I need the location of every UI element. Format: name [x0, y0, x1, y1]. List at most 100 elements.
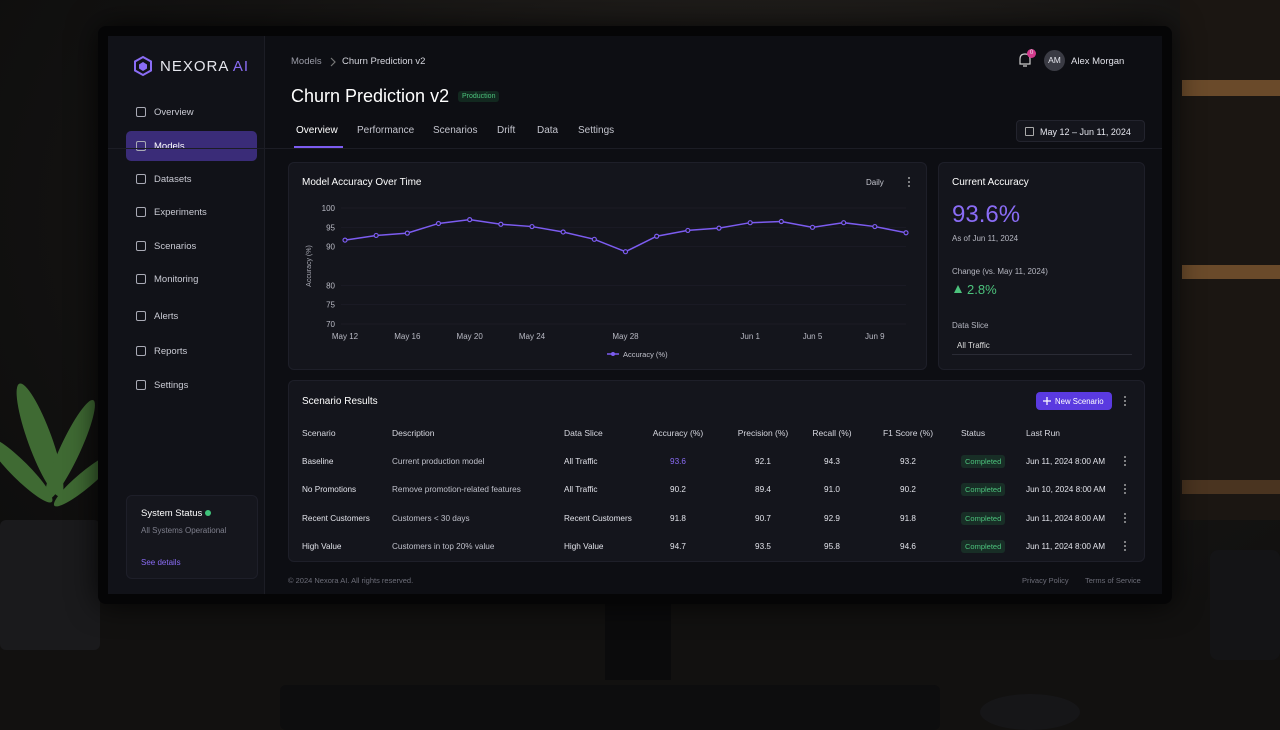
tab[interactable]: Data — [537, 125, 559, 136]
tab[interactable]: Settings — [578, 125, 615, 136]
data-point — [498, 221, 504, 227]
nav-icon — [136, 346, 146, 356]
data-point — [560, 229, 566, 235]
table-cell: 90.7 — [755, 514, 771, 523]
granularity-select[interactable]: Daily — [866, 178, 884, 187]
nav-label: Datasets — [154, 173, 192, 185]
more-menu[interactable] — [1123, 395, 1127, 407]
nav-item[interactable]: Settings — [126, 370, 257, 400]
logo-accent: AI — [232, 58, 250, 75]
menu-dot — [1124, 545, 1126, 547]
tab[interactable]: Performance — [357, 125, 415, 136]
y-tick-label: 80 — [326, 281, 335, 290]
footer-link[interactable]: Terms of Service — [1085, 576, 1141, 585]
as-of: As of Jun 11, 2024 — [952, 234, 1019, 243]
more-menu[interactable] — [1123, 455, 1127, 467]
x-tick-label: May 28 — [612, 332, 639, 341]
y-tick-label: 70 — [326, 320, 335, 329]
table-cell: 92.1 — [755, 457, 771, 466]
nav-item[interactable]: Alerts — [126, 301, 257, 331]
breadcrumb[interactable]: Models — [291, 56, 322, 67]
table-cell: Jun 11, 2024 8:00 AM — [1026, 457, 1106, 466]
nav-label: Reports — [154, 345, 188, 357]
nav-item[interactable]: Reports — [126, 336, 257, 366]
copyright: © 2024 Nexora AI. All rights reserved. — [288, 576, 414, 585]
data-point — [622, 249, 629, 255]
x-tick-label: Jun 9 — [865, 332, 885, 341]
status-title: System Status — [141, 508, 211, 519]
table-cell: 94.6 — [900, 542, 916, 551]
table-title: Scenario Results — [302, 396, 378, 407]
data-point — [872, 223, 878, 230]
menu-dot — [1124, 492, 1126, 494]
data-point — [809, 224, 816, 230]
summary-title: Current Accuracy — [952, 177, 1029, 188]
menu-dot — [1124, 541, 1126, 543]
nav-item[interactable]: Models — [126, 131, 257, 161]
logo: NEXORA AI — [160, 58, 249, 75]
tab-underline — [294, 146, 343, 148]
tab-divider — [108, 148, 1162, 149]
table-cell: Recent Customers — [302, 514, 370, 523]
plus-icon — [1043, 397, 1051, 405]
logo-icon — [134, 55, 152, 77]
table-cell: High Value — [564, 542, 604, 551]
menu-dot — [1124, 460, 1126, 462]
logo-text: NEXORA — [160, 58, 229, 75]
table-cell: 95.8 — [824, 542, 840, 551]
status-link[interactable]: See details — [141, 558, 181, 567]
date-picker[interactable]: May 12 – Jun 11, 2024 — [1016, 120, 1145, 142]
column-header: Scenario — [302, 428, 336, 438]
footer-link[interactable]: Privacy Policy — [1022, 576, 1069, 585]
summary-value: 93.6% — [952, 201, 1021, 228]
y-tick-label: 75 — [326, 301, 335, 310]
nav-label: Models — [154, 140, 185, 152]
nav-item[interactable]: Experiments — [126, 197, 257, 227]
chart: 70 75 80 90 95 100 Accuracy (%) May 12 May 16 May… — [306, 204, 909, 359]
slice-value: All Traffic — [957, 341, 990, 350]
nav-icon — [136, 141, 146, 151]
nav-item[interactable]: Monitoring — [126, 264, 257, 294]
status-badge: Completed — [961, 512, 1006, 525]
slice-select[interactable]: All Traffic — [952, 335, 1132, 355]
notification-count: 0 — [1027, 49, 1036, 58]
table-cell: Remove promotion-related features — [392, 485, 521, 494]
tab[interactable]: Overview — [296, 125, 338, 136]
data-point — [404, 230, 410, 236]
nav-icon — [136, 274, 146, 284]
data-point — [747, 220, 753, 226]
menu-dot — [1124, 404, 1126, 406]
more-menu[interactable] — [1123, 540, 1127, 552]
breadcrumb-chevron — [330, 57, 336, 67]
more-menu[interactable] — [907, 176, 911, 188]
more-menu[interactable] — [1123, 483, 1127, 495]
nav-item[interactable]: Scenarios — [126, 231, 257, 261]
nav-item[interactable]: Overview — [126, 97, 257, 127]
avatar[interactable]: AM — [1044, 50, 1065, 71]
nav-icon — [136, 207, 146, 217]
tab[interactable]: Scenarios — [433, 125, 478, 136]
button-label: New Scenario — [1055, 397, 1104, 406]
menu-dot — [908, 181, 910, 183]
menu-dot — [908, 177, 910, 179]
system-status: System Status All Systems Operational Se… — [126, 495, 258, 579]
bell-icon[interactable] — [1017, 51, 1033, 69]
table-cell: 91.8 — [900, 514, 916, 523]
column-header: Precision (%) — [737, 428, 789, 438]
user-name[interactable]: Alex Morgan — [1071, 56, 1125, 67]
more-menu[interactable] — [1123, 512, 1127, 524]
change-label: Change (vs. May 11, 2024) — [952, 267, 1048, 276]
menu-dot — [1124, 456, 1126, 458]
nav-item[interactable]: Datasets — [126, 164, 257, 194]
nav-label: Monitoring — [154, 273, 199, 285]
new-scenario-button[interactable]: New Scenario — [1036, 392, 1112, 410]
date-range: May 12 – Jun 11, 2024 — [1040, 127, 1131, 137]
table-cell: Customers < 30 days — [392, 514, 470, 523]
legend-label: Accuracy (%) — [623, 350, 668, 359]
table-cell: Recent Customers — [564, 514, 632, 523]
y-tick-label: 100 — [322, 204, 336, 213]
table-cell: 90.2 — [900, 485, 916, 494]
data-point — [435, 220, 442, 227]
tab[interactable]: Drift — [497, 125, 516, 136]
